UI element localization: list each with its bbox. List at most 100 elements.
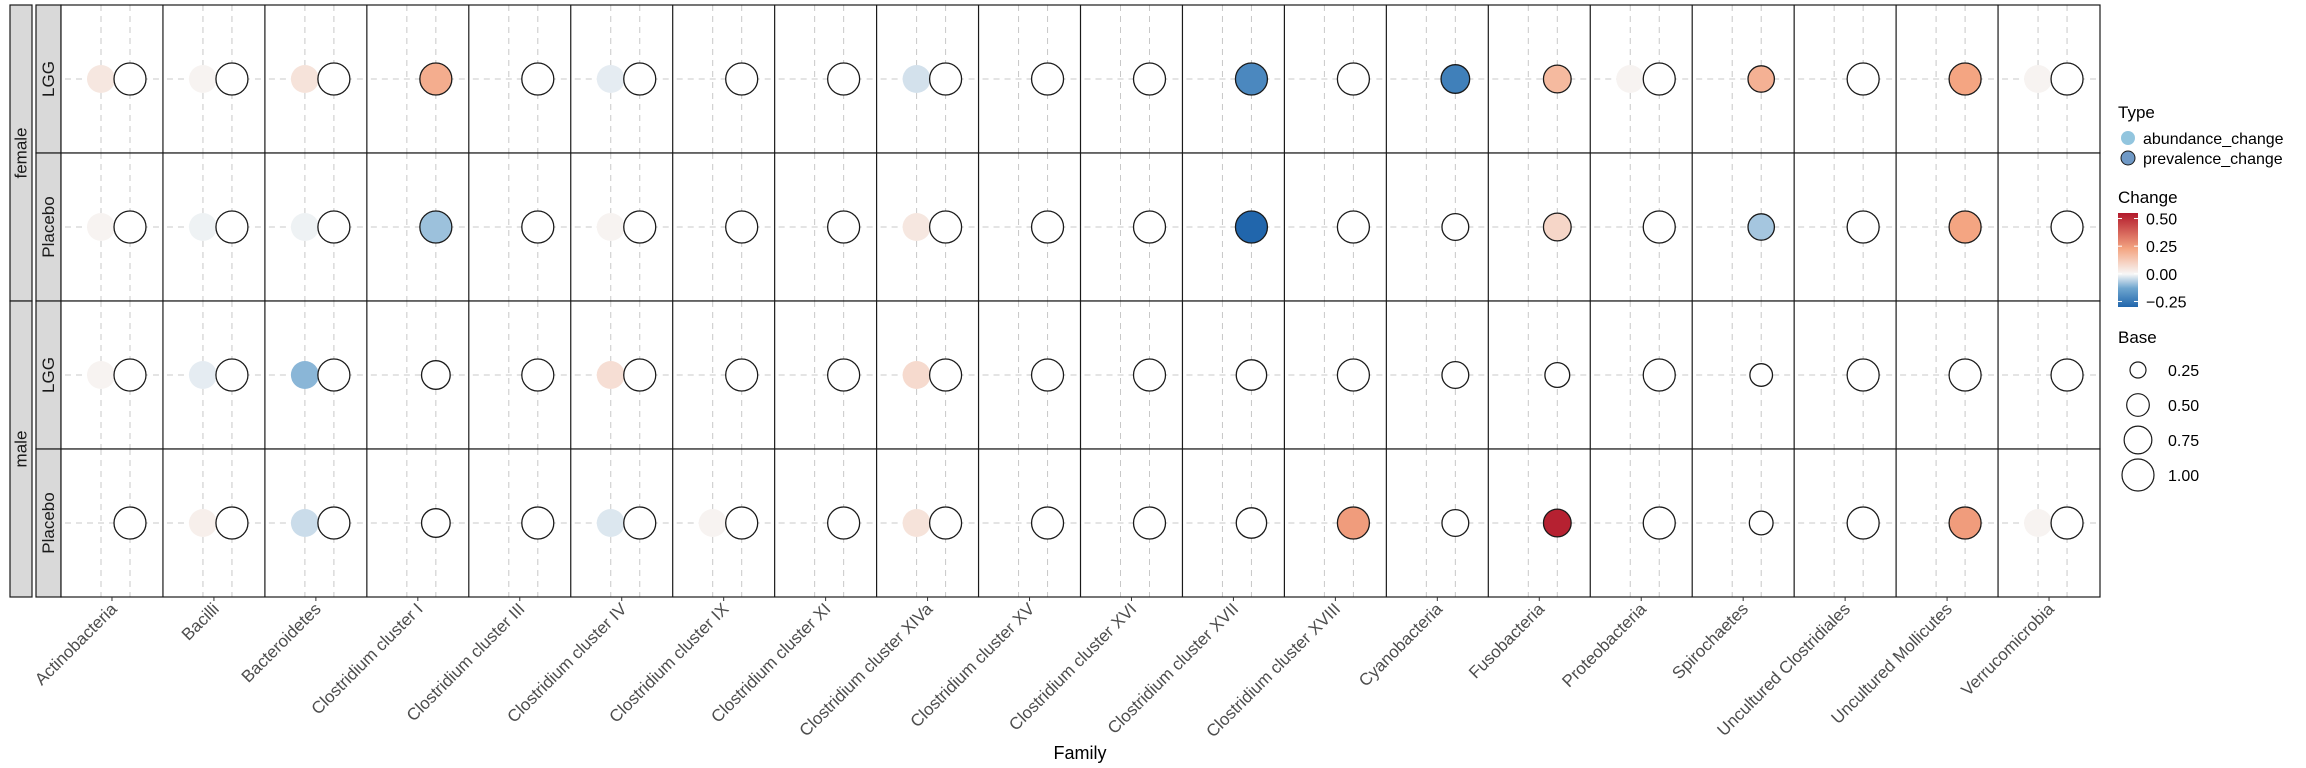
abundance-point-bacteroidetes [290,213,319,241]
legend-base-label: 0.50 [2168,398,2199,415]
base-point-clostridium-cluster-xv [1030,358,1065,392]
base-point-bacilli [215,506,249,540]
abundance-point-actinobacteria [87,213,115,241]
panel-border [60,448,2101,598]
prevalence-point-cyanobacteria [1440,64,1471,94]
base-point-bacilli [215,210,249,244]
base-point-bacteroidetes [317,210,351,244]
prevalence-point-fusobacteria [1542,508,1572,538]
base-point-actinobacteria [113,210,147,244]
prevalence-point-clostridium-cluster-xviii [1336,506,1371,540]
x-tick-label: Bacteroidetes [238,599,325,686]
prevalence-point-clostridium-cluster-i [419,62,453,96]
base-point-clostridium-cluster-iii [521,62,555,96]
facet-label-male: male [12,431,31,468]
base-point-bacteroidetes [317,358,351,392]
x-tick-label: Proteobacteria [1558,599,1650,691]
abundance-point-clostridium-cluster-xiva [902,65,931,93]
abundance-point-bacilli [188,361,217,389]
base-point-bacteroidetes [317,506,351,540]
base-point-cyanobacteria [1441,212,1470,242]
legend-base-circle [2129,361,2147,379]
base-point-bacilli [215,62,249,96]
base-point-proteobacteria [1642,358,1676,392]
base-point-clostridium-cluster-iv [623,506,657,540]
base-point-bacilli [215,358,249,392]
facet-label-male-lgg: LGG [39,357,58,393]
prevalence-point-uncultured-mollicutes [1948,210,1982,244]
base-point-bacteroidetes [317,62,351,96]
prevalence-point-fusobacteria [1542,212,1572,242]
base-point-clostridium-cluster-i [420,508,451,538]
abundance-point-bacteroidetes [290,361,319,389]
abundance-point-actinobacteria [87,361,115,389]
base-point-clostridium-cluster-xi [827,358,861,392]
x-tick-label: Clostridium cluster I [308,599,427,718]
prevalence-point-uncultured-mollicutes [1948,62,1982,96]
base-point-uncultured-clostridiales [1846,358,1880,392]
x-tick-label: Verrucomicrobia [1958,599,2059,700]
base-point-clostridium-cluster-xviii [1336,358,1371,392]
base-point-verrucomicrobia [2050,358,2084,392]
base-point-clostridium-cluster-xv [1030,62,1065,96]
base-point-clostridium-cluster-xviii [1336,210,1371,244]
base-point-clostridium-cluster-xi [827,62,861,96]
colorbar-label: 0.50 [2146,212,2177,229]
base-point-verrucomicrobia [2050,62,2084,96]
prevalence-point-spirochaetes [1747,65,1776,93]
legend-title-type: Type [2118,103,2155,122]
abundance-point-bacilli [188,213,217,241]
legend-base-circle [2121,458,2155,492]
prevalence-point-clostridium-cluster-xvii [1234,62,1269,96]
colorbar [2118,213,2138,307]
x-tick-label: Spirochaetes [1668,599,1752,683]
abundance-point-verrucomicrobia [2024,509,2053,537]
prevalence-point-spirochaetes [1747,213,1776,241]
base-point-proteobacteria [1642,62,1676,96]
base-point-clostridium-cluster-iv [623,210,657,244]
abundance-point-proteobacteria [1616,65,1645,93]
base-point-clostridium-cluster-xiva [928,62,963,96]
x-tick-label: Cyanobacteria [1355,599,1446,690]
abundance-point-clostridium-cluster-iv [596,65,625,93]
facet-label-female-lgg: LGG [39,61,58,97]
facet-label-female: female [12,127,31,178]
base-point-proteobacteria [1642,210,1676,244]
base-point-clostridium-cluster-ix [725,358,759,392]
abundance-point-clostridium-cluster-xiva [902,213,931,241]
base-point-fusobacteria [1544,361,1571,389]
x-axis-title: Family [1054,743,1107,763]
base-point-clostridium-cluster-xvi [1132,210,1167,244]
base-point-verrucomicrobia [2050,210,2084,244]
base-point-clostridium-cluster-xvii [1235,507,1268,539]
base-point-clostridium-cluster-xiva [928,358,963,392]
colorbar-label: −0.25 [2146,294,2187,311]
base-point-clostridium-cluster-xiva [928,506,963,540]
base-point-clostridium-cluster-i [420,360,451,390]
facet-strip-male-Placebo [35,448,62,598]
facet-label-female-placebo: Placebo [39,196,58,257]
legend-base-label: 1.00 [2168,468,2199,485]
base-point-clostridium-cluster-xv [1030,506,1065,540]
base-point-actinobacteria [113,506,147,540]
base-point-proteobacteria [1642,506,1676,540]
base-point-uncultured-clostridiales [1846,210,1880,244]
base-point-clostridium-cluster-xvii [1235,359,1268,391]
abundance-point-clostridium-cluster-ix [698,509,727,537]
colorbar-label: 0.00 [2146,267,2177,284]
abundance-point-clostridium-cluster-xiva [902,361,931,389]
base-point-spirochaetes [1749,363,1774,387]
legend-key-prevalence-change [2120,150,2136,166]
legend-title-change: Change [2118,188,2178,207]
x-tick-label: Bacilli [178,599,223,644]
base-point-uncultured-clostridiales [1846,506,1880,540]
colorbar-label: 0.25 [2146,239,2177,256]
base-point-clostridium-cluster-xi [827,506,861,540]
abundance-point-clostridium-cluster-iv [596,509,625,537]
x-tick-label: Fusobacteria [1465,599,1548,682]
base-point-clostridium-cluster-iii [521,358,555,392]
abundance-point-bacilli [188,65,217,93]
abundance-point-clostridium-cluster-xiva [902,509,931,537]
base-point-uncultured-clostridiales [1846,62,1880,96]
